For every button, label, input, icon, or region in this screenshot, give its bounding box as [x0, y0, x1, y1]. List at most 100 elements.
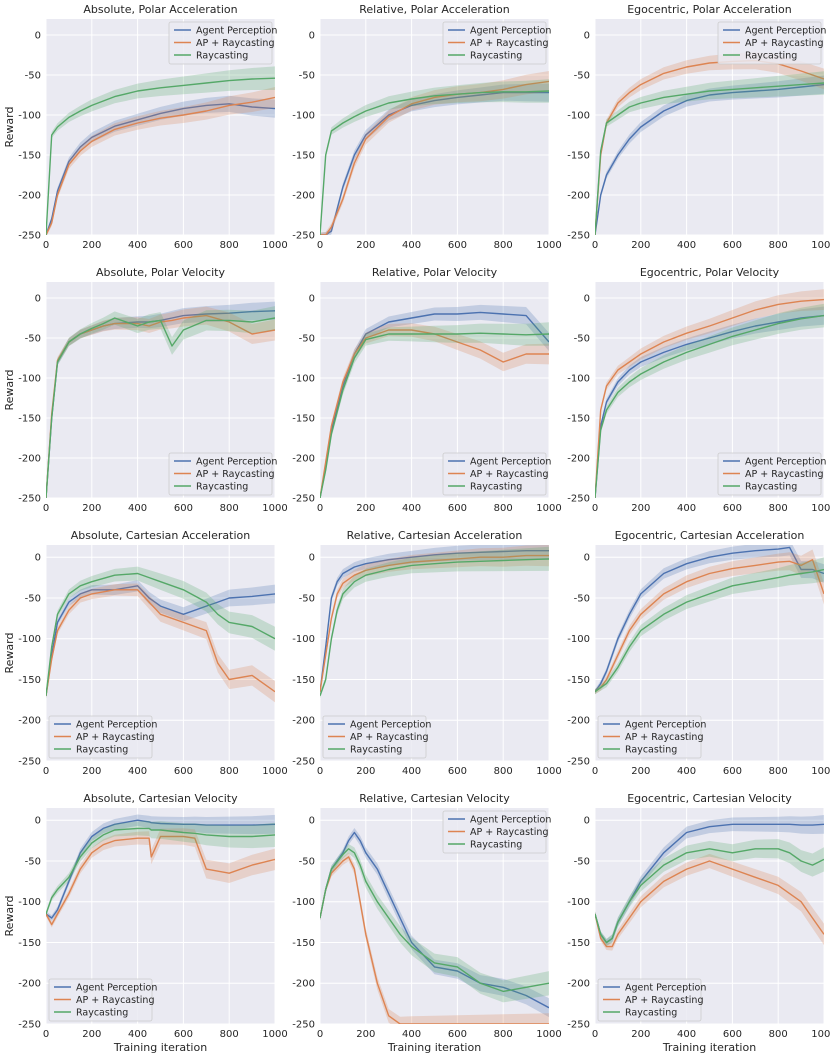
y-tick-label: -150 — [292, 675, 315, 686]
y-tick-label: -150 — [18, 151, 41, 162]
y-tick-label: 0 — [35, 553, 41, 564]
y-axis-label: Reward — [3, 896, 16, 937]
legend-label: AP + Raycasting — [625, 732, 703, 743]
series-line-ap-raycasting — [595, 860, 824, 948]
series-band-raycasting — [595, 557, 824, 695]
y-tick-label: -250 — [292, 1020, 315, 1031]
chart-panel-12: 0-50-100-150-200-25002004006008001000Ego… — [567, 792, 830, 1054]
series-line-raycasting — [320, 558, 549, 697]
x-tick-label: 0 — [43, 503, 49, 514]
y-tick-label: -250 — [567, 1020, 590, 1031]
series-line-ap-raycasting — [46, 589, 275, 696]
y-tick-label: 0 — [584, 31, 590, 42]
legend: Agent Perception AP + RaycastingRaycastin… — [48, 978, 157, 1022]
series-line-agent-perception — [595, 546, 824, 693]
chart-title: Relative, Polar Velocity — [372, 266, 498, 279]
x-tick-label: 1000 — [262, 503, 287, 514]
series-band-raycasting — [320, 546, 549, 699]
x-tick-label: 600 — [174, 1029, 193, 1040]
x-tick-label: 600 — [723, 1029, 742, 1040]
legend-label: Raycasting — [625, 744, 677, 755]
x-tick-label: 800 — [769, 240, 788, 251]
y-tick-label: -200 — [292, 716, 315, 727]
legend-label: AP + Raycasting — [470, 469, 548, 480]
legend-label: AP + Raycasting — [745, 38, 823, 49]
series-band-ap-raycasting — [320, 71, 549, 235]
y-tick-label: 0 — [309, 294, 315, 305]
legend-label: Raycasting — [470, 481, 522, 492]
series-line-raycasting — [320, 332, 549, 498]
y-tick-label: -200 — [567, 191, 590, 202]
x-tick-label: 800 — [769, 766, 788, 777]
series-band-agent-perception — [595, 75, 824, 235]
x-tick-label: 0 — [592, 766, 598, 777]
x-tick-label: 1000 — [811, 766, 830, 777]
x-tick-label: 600 — [723, 240, 742, 251]
x-tick-label: 1000 — [536, 240, 561, 251]
x-tick-label: 400 — [128, 1029, 147, 1040]
legend-label: Raycasting — [76, 1007, 128, 1018]
y-tick-label: -100 — [18, 634, 41, 645]
chart-title: Absolute, Cartesian Acceleration — [71, 529, 250, 542]
series-line-raycasting — [595, 82, 824, 235]
series-band-ap-raycasting — [46, 828, 275, 928]
y-tick-label: 0 — [584, 816, 590, 827]
legend: Agent Perception AP + RaycastingRaycastin… — [442, 452, 551, 496]
x-tick-label: 200 — [82, 1029, 101, 1040]
chart-panel-6: 0-50-100-150-200-25002004006008001000Ego… — [567, 266, 830, 514]
series-band-ap-raycasting — [595, 289, 824, 498]
x-tick-label: 1000 — [262, 1029, 287, 1040]
legend-box — [322, 715, 427, 759]
y-tick-label: 0 — [584, 553, 590, 564]
legend-label: Raycasting — [470, 839, 522, 850]
legend: Agent Perception AP + RaycastingRaycastin… — [168, 452, 277, 496]
y-tick-label: -150 — [18, 938, 41, 949]
legend-label: Agent Perception — [76, 719, 157, 730]
legend: Agent Perception AP + RaycastingRaycastin… — [717, 452, 826, 496]
series-line-ap-raycasting — [320, 856, 549, 1024]
legend-label: Agent Perception — [196, 456, 277, 467]
x-tick-label: 0 — [317, 503, 323, 514]
series-band-ap-raycasting — [46, 583, 275, 703]
series-band-raycasting — [320, 322, 549, 498]
x-tick-label: 0 — [317, 1029, 323, 1040]
series-band-agent-perception — [595, 306, 824, 498]
x-tick-label: 600 — [448, 766, 467, 777]
series-band-raycasting — [320, 844, 549, 1003]
legend-box — [717, 21, 822, 65]
y-tick-label: -250 — [567, 231, 590, 242]
y-tick-label: -50 — [299, 71, 315, 82]
series-band-agent-perception — [46, 95, 275, 235]
y-tick-label: -200 — [292, 979, 315, 990]
chart-title: Egocentric, Cartesian Acceleration — [615, 529, 805, 542]
series-line-raycasting — [46, 77, 275, 235]
x-tick-label: 600 — [723, 503, 742, 514]
series-line-raycasting — [595, 314, 824, 498]
series-line-agent-perception — [320, 311, 549, 498]
y-axis-label: Reward — [3, 633, 16, 674]
x-tick-label: 600 — [448, 1029, 467, 1040]
series-band-ap-raycasting — [46, 306, 275, 498]
legend-label: Agent Perception — [196, 25, 277, 36]
x-tick-label: 200 — [356, 240, 375, 251]
x-tick-label: 800 — [769, 1029, 788, 1040]
chart-title: Egocentric, Cartesian Velocity — [627, 792, 792, 805]
y-tick-label: -200 — [567, 454, 590, 465]
chart-title: Relative, Cartesian Acceleration — [347, 529, 523, 542]
y-tick-label: -50 — [299, 334, 315, 345]
series-band-agent-perception — [320, 83, 549, 235]
y-tick-label: -50 — [25, 334, 41, 345]
series-band-raycasting — [46, 66, 275, 235]
y-tick-label: -50 — [574, 334, 590, 345]
x-tick-label: 1000 — [536, 503, 561, 514]
y-tick-label: -100 — [292, 634, 315, 645]
x-tick-label: 200 — [82, 503, 101, 514]
series-line-ap-raycasting — [320, 80, 549, 235]
x-tick-label: 200 — [631, 766, 650, 777]
y-tick-label: -250 — [292, 494, 315, 505]
series-line-raycasting — [320, 848, 549, 993]
x-tick-label: 800 — [220, 240, 239, 251]
y-tick-label: -50 — [25, 593, 41, 604]
x-axis-label: Training iteration — [662, 1041, 756, 1054]
